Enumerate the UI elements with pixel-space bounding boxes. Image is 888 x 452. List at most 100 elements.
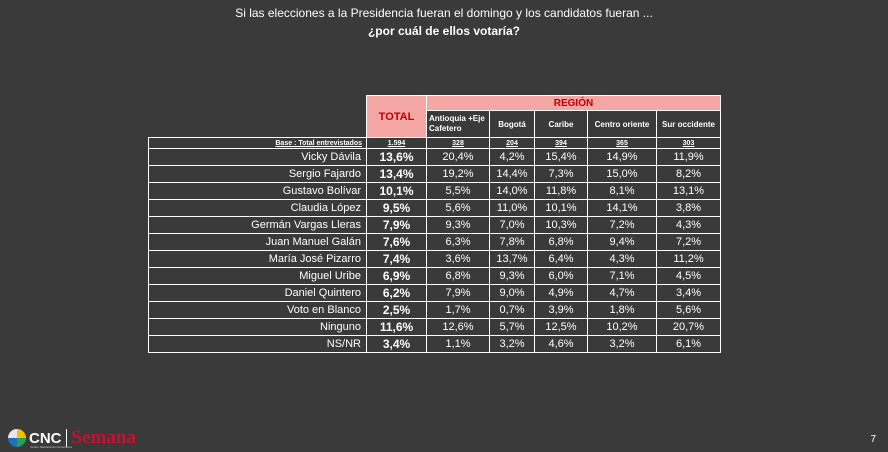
table-row: María José Pizarro 7,4% 3,6% 13,7% 6,4% 4,3% 1… [148, 250, 721, 268]
region-value: 19,2% [426, 165, 490, 183]
candidate-name: Gustavo Bolívar [148, 182, 367, 200]
region-value: 7,8% [489, 233, 535, 251]
region-value: 11,2% [656, 250, 721, 268]
region-value: 13,7% [489, 250, 535, 268]
region-value: 9,3% [426, 216, 490, 234]
region-value: 10,3% [534, 216, 588, 234]
region-caribe: Caribe [534, 110, 588, 138]
region-bogota: Bogotá [489, 110, 535, 138]
region-value: 20,4% [426, 148, 490, 166]
region-value: 12,6% [426, 318, 490, 336]
candidate-name: NS/NR [148, 335, 367, 353]
region-value: 5,6% [426, 199, 490, 217]
total-value: 13,4% [366, 165, 427, 183]
base-total: 1.594 [366, 137, 427, 149]
cnc-logo-icon [8, 429, 26, 447]
region-value: 8,2% [656, 165, 721, 183]
total-value: 3,4% [366, 335, 427, 353]
candidate-name: Germán Vargas Lleras [148, 216, 367, 234]
total-value: 7,4% [366, 250, 427, 268]
table-row: NS/NR 3,4% 1,1% 3,2% 4,6% 3,2% 6,1% [148, 335, 721, 353]
region-value: 11,8% [534, 182, 588, 200]
logo-divider [65, 429, 67, 447]
total-value: 6,2% [366, 284, 427, 302]
region-value: 15,0% [587, 165, 657, 183]
total-value: 13,6% [366, 148, 427, 166]
region-value: 3,2% [587, 335, 657, 353]
table-row: Voto en Blanco 2,5% 1,7% 0,7% 3,9% 1,8% 5,6% [148, 301, 721, 319]
question-line-2: ¿por cuál de ellos votaría? [367, 24, 521, 38]
region-value: 4,7% [587, 284, 657, 302]
region-sur-occidente: Sur occidente [656, 110, 721, 138]
region-value: 15,4% [534, 148, 588, 166]
region-value: 8,1% [587, 182, 657, 200]
region-value: 7,1% [587, 267, 657, 285]
cnc-logo-subtitle: Centro Nacional de Consultoría [30, 445, 72, 449]
region-value: 13,1% [656, 182, 721, 200]
total-value: 7,6% [366, 233, 427, 251]
candidate-name: Claudia López [148, 199, 367, 217]
region-value: 5,7% [489, 318, 535, 336]
region-value: 9,0% [489, 284, 535, 302]
candidate-name: Sergio Fajardo [148, 165, 367, 183]
base-region: 204 [489, 137, 535, 149]
table-row: Vicky Dávila 13,6% 20,4% 4,2% 15,4% 14,9% 11,9… [148, 148, 721, 166]
region-value: 7,9% [426, 284, 490, 302]
region-value: 3,9% [534, 301, 588, 319]
region-value: 14,1% [587, 199, 657, 217]
footer-logos: CNC Centro Nacional de Consultoría Seman… [8, 427, 136, 449]
region-value: 6,8% [534, 233, 588, 251]
region-value: 4,6% [534, 335, 588, 353]
candidate-name: Juan Manuel Galán [148, 233, 367, 251]
region-value: 6,4% [534, 250, 588, 268]
region-value: 7,2% [587, 216, 657, 234]
base-region: 365 [587, 137, 657, 149]
region-value: 4,3% [587, 250, 657, 268]
region-value: 5,6% [656, 301, 721, 319]
region-value: 7,3% [534, 165, 588, 183]
region-value: 3,4% [656, 284, 721, 302]
region-value: 4,9% [534, 284, 588, 302]
region-value: 1,7% [426, 301, 490, 319]
table-row: Claudia López 9,5% 5,6% 11,0% 10,1% 14,1% 3,8% [148, 199, 721, 217]
table-row: Ninguno 11,6% 12,6% 5,7% 12,5% 10,2% 20,7% [148, 318, 721, 336]
results-table: TOTAL REGIÓN Antioquia +Eje Cafetero Bog… [148, 95, 721, 353]
region-value: 3,8% [656, 199, 721, 217]
total-value: 9,5% [366, 199, 427, 217]
region-value: 3,6% [426, 250, 490, 268]
page-number: 7 [870, 434, 876, 445]
base-row: Base : Total entrevistados 1.594 328 204… [148, 137, 721, 149]
region-value: 4,3% [656, 216, 721, 234]
region-value: 3,2% [489, 335, 535, 353]
region-value: 1,1% [426, 335, 490, 353]
candidate-name: Daniel Quintero [148, 284, 367, 302]
table-row: Juan Manuel Galán 7,6% 6,3% 7,8% 6,8% 9,4% 7,2… [148, 233, 721, 251]
total-value: 11,6% [366, 318, 427, 336]
table-row: Germán Vargas Lleras 7,9% 9,3% 7,0% 10,3% 7,2… [148, 216, 721, 234]
region-value: 6,3% [426, 233, 490, 251]
region-value: 5,5% [426, 182, 490, 200]
base-region: 394 [534, 137, 588, 149]
candidate-name: Vicky Dávila [148, 148, 367, 166]
total-value: 2,5% [366, 301, 427, 319]
region-value: 9,3% [489, 267, 535, 285]
total-value: 7,9% [366, 216, 427, 234]
region-value: 0,7% [489, 301, 535, 319]
region-value: 10,2% [587, 318, 657, 336]
region-value: 1,8% [587, 301, 657, 319]
table-row: Daniel Quintero 6,2% 7,9% 9,0% 4,9% 4,7% 3,4% [148, 284, 721, 302]
base-label: Base : Total entrevistados [148, 137, 367, 149]
candidate-name: María José Pizarro [148, 250, 367, 268]
total-header: TOTAL [366, 95, 427, 138]
base-region: 303 [656, 137, 721, 149]
table-row: Gustavo Bolívar 10,1% 5,5% 14,0% 11,8% 8,1% 13… [148, 182, 721, 200]
region-value: 7,0% [489, 216, 535, 234]
region-value: 20,7% [656, 318, 721, 336]
region-antioquia: Antioquia +Eje Cafetero [426, 110, 490, 138]
region-value: 14,0% [489, 182, 535, 200]
region-header: REGIÓN [426, 95, 721, 111]
base-region: 328 [426, 137, 490, 149]
region-value: 6,8% [426, 267, 490, 285]
region-value: 14,9% [587, 148, 657, 166]
region-value: 11,9% [656, 148, 721, 166]
